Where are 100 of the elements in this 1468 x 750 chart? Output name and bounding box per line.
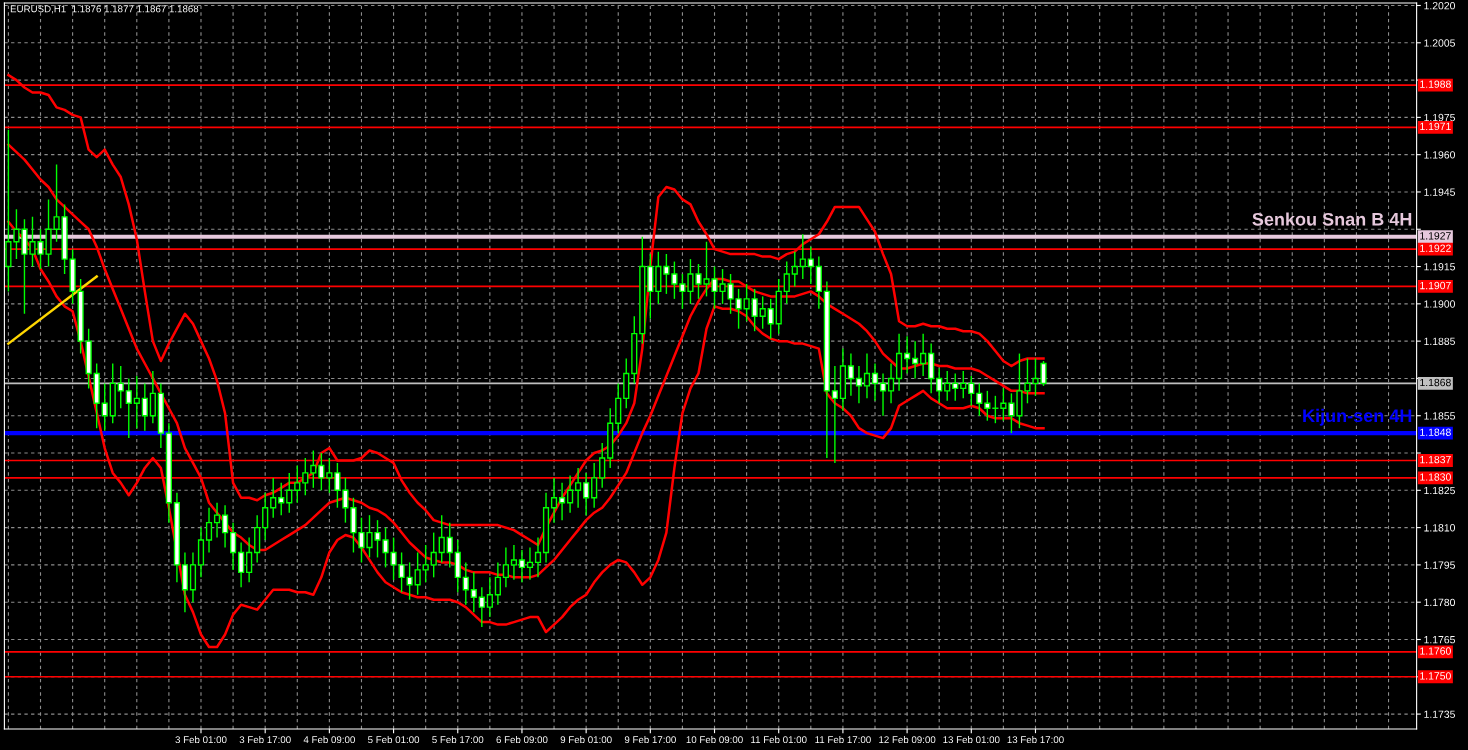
candlestick xyxy=(751,288,758,332)
x-tick-label: 11 Feb 01:00 xyxy=(751,735,807,744)
ref-line-label: 1.1848 xyxy=(1420,428,1451,436)
candlestick xyxy=(414,551,421,596)
candlestick xyxy=(743,283,750,322)
candlestick xyxy=(591,462,598,509)
candlestick xyxy=(149,370,156,424)
x-tick-label: 12 Feb 09:00 xyxy=(879,735,936,744)
x-tick-label: 6 Feb 09:00 xyxy=(496,735,548,744)
candlestick xyxy=(952,372,959,402)
y-tick-label: 1.1960 xyxy=(1424,151,1456,159)
y-tick-label: 1.1765 xyxy=(1424,635,1455,644)
candlestick xyxy=(599,442,606,489)
candlestick xyxy=(446,521,453,569)
candlestick xyxy=(847,352,855,397)
candlestick xyxy=(944,370,951,402)
x-tick-label: 9 Feb 17:00 xyxy=(624,735,676,744)
ref-line-label: 1.1837 xyxy=(1420,455,1451,464)
annotation: Kijun-sen 4H xyxy=(1303,408,1412,426)
ref-line-label: 1.1868 xyxy=(1420,378,1451,387)
y-tick-label: 1.1915 xyxy=(1424,263,1455,271)
candlestick xyxy=(326,457,333,494)
annotation: Senkou Snan B 4H xyxy=(1252,212,1412,226)
candlestick xyxy=(807,245,814,285)
candlestick xyxy=(133,375,140,429)
candlestick xyxy=(318,452,325,492)
ref-line-label: 1.1830 xyxy=(1420,473,1451,481)
candlestick xyxy=(510,544,518,581)
candlestick xyxy=(831,365,838,464)
candlestick xyxy=(302,457,309,496)
candlestick xyxy=(229,521,237,571)
candlestick xyxy=(221,504,229,549)
candlestick xyxy=(294,464,301,504)
y-tick-label: 1.1975 xyxy=(1424,113,1455,122)
candlestick xyxy=(976,382,983,417)
x-tick-label: 9 Feb 01:00 xyxy=(560,735,612,744)
candlestick xyxy=(558,482,566,521)
candlestick xyxy=(430,531,437,579)
candlestick xyxy=(936,367,943,404)
candlestick xyxy=(920,332,927,377)
candlestick xyxy=(526,546,534,581)
y-tick-label: 1.2005 xyxy=(1424,39,1455,47)
candlestick xyxy=(478,586,485,628)
candlestick xyxy=(213,502,221,539)
ref-line-label: 1.1988 xyxy=(1420,80,1451,88)
candlestick xyxy=(422,544,429,584)
ref-line-label: 1.1760 xyxy=(1420,647,1451,655)
x-tick-label: 11 Feb 17:00 xyxy=(815,735,871,744)
candlestick xyxy=(550,477,558,524)
candlestick xyxy=(278,482,285,516)
candlestick xyxy=(984,390,991,422)
x-tick-label: 13 Feb 01:00 xyxy=(943,735,1000,744)
candlestick xyxy=(117,365,124,409)
ref-line-label: 1.1907 xyxy=(1420,281,1451,290)
candlestick xyxy=(262,492,269,541)
y-tick-label: 1.1885 xyxy=(1424,337,1455,346)
candlestick xyxy=(310,449,317,489)
y-tick-label: 1.2020 xyxy=(1424,1,1456,10)
candlestick xyxy=(101,382,108,432)
candlestick xyxy=(871,362,879,402)
candlestick xyxy=(960,370,967,400)
candlestick xyxy=(205,507,213,554)
candlestick xyxy=(575,467,582,509)
ref-line-label: 1.1750 xyxy=(1420,672,1451,680)
candlestick xyxy=(534,536,542,579)
y-tick-label: 1.1810 xyxy=(1424,524,1456,532)
candlestick xyxy=(270,477,277,519)
y-tick-label: 1.1945 xyxy=(1424,188,1455,196)
candlestick xyxy=(912,340,919,380)
candlestick xyxy=(518,549,526,584)
candlestick xyxy=(462,561,469,606)
candlestick xyxy=(438,514,445,564)
candlestick xyxy=(406,561,413,601)
y-tick-label: 1.1780 xyxy=(1424,598,1456,607)
x-tick-label: 3 Feb 01:00 xyxy=(175,735,227,744)
candlestick xyxy=(486,576,493,618)
x-tick-label: 5 Feb 01:00 xyxy=(368,735,420,744)
candlestick xyxy=(125,377,132,439)
ref-line-label: 1.1927 xyxy=(1420,232,1451,240)
candlestick xyxy=(903,335,911,375)
candlestick xyxy=(968,375,975,407)
candlestick xyxy=(286,472,293,514)
candlestick xyxy=(141,382,148,432)
candlestick xyxy=(855,365,863,404)
candlestick xyxy=(494,561,501,606)
candlestick xyxy=(566,474,574,514)
candlestick xyxy=(246,536,253,584)
x-tick-label: 10 Feb 09:00 xyxy=(686,735,743,744)
candlestick xyxy=(767,298,774,340)
x-tick-label: 5 Feb 17:00 xyxy=(432,735,484,744)
candlestick xyxy=(238,541,245,588)
candlestick xyxy=(799,233,806,280)
y-tick-label: 1.1855 xyxy=(1424,412,1455,420)
ref-line-label: 1.1922 xyxy=(1420,244,1451,252)
candlestick xyxy=(783,260,790,305)
x-tick-label: 4 Feb 09:00 xyxy=(303,735,355,744)
x-tick-label: 13 Feb 17:00 xyxy=(1007,735,1064,744)
candlestick xyxy=(863,352,871,400)
y-tick-label: 1.1825 xyxy=(1424,486,1455,495)
candlestick xyxy=(879,372,887,417)
